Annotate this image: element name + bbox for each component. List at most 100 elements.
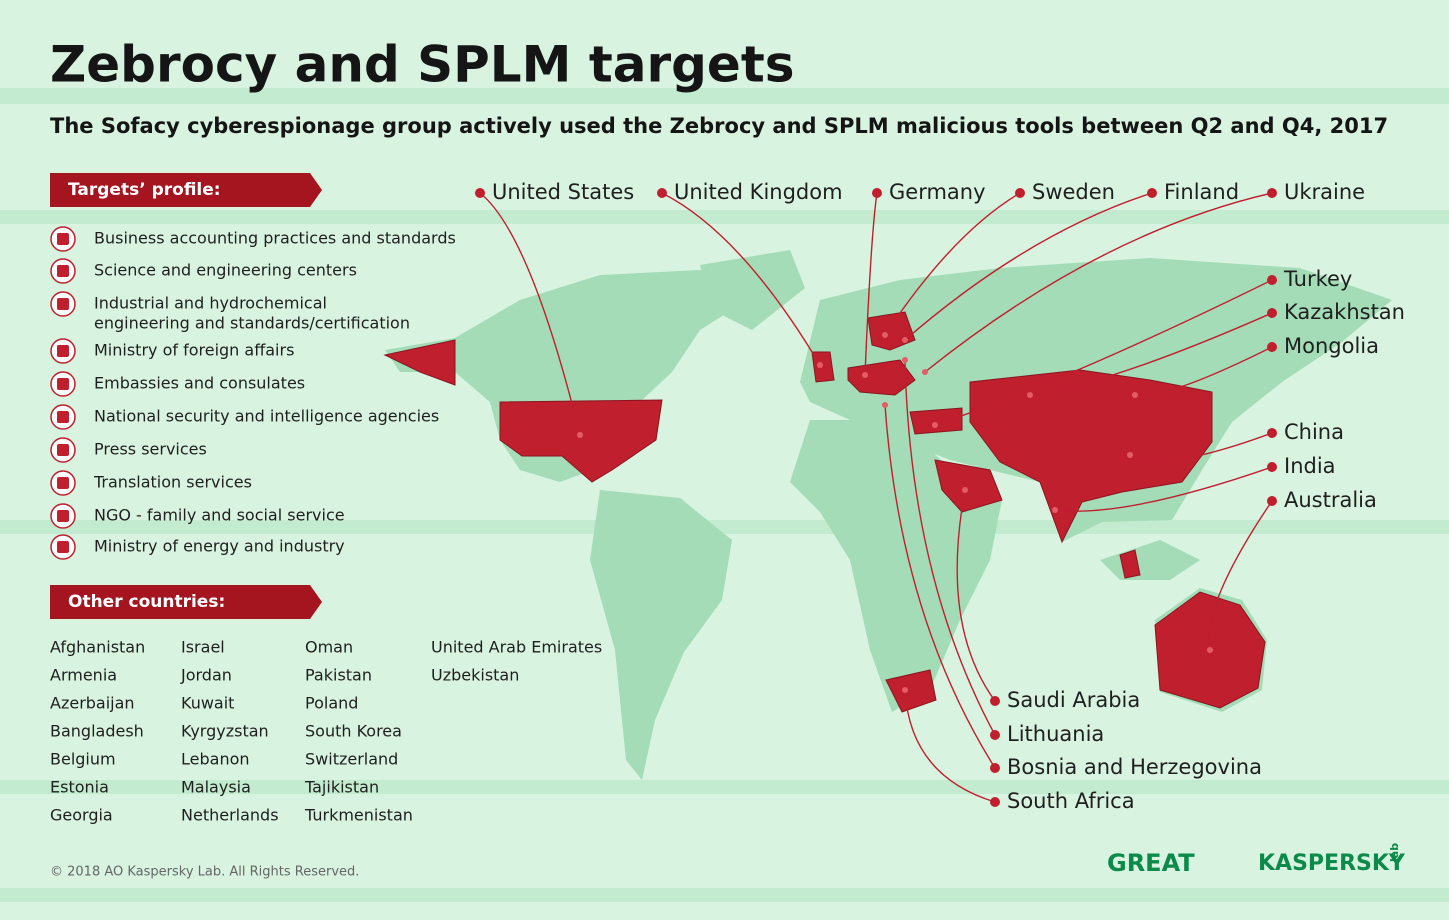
country: Poland: [305, 694, 358, 713]
target-dot: [902, 687, 908, 693]
label-dot: [1267, 496, 1277, 506]
country-label: Australia: [1284, 488, 1377, 512]
section-banners: [50, 173, 322, 619]
country-label: United States: [492, 180, 634, 204]
target-dot: [1027, 392, 1033, 398]
profile-item: National security and intelligence agenc…: [94, 407, 439, 426]
target-dot: [1207, 647, 1213, 653]
country: Belgium: [50, 750, 116, 769]
icon-glyph: [57, 378, 69, 390]
icon-glyph: [57, 298, 69, 310]
country-label: Sweden: [1032, 180, 1115, 204]
label-dot: [990, 730, 1000, 740]
country-label: Finland: [1164, 180, 1239, 204]
profile-item: NGO - family and social service: [94, 506, 345, 525]
country-label: Mongolia: [1284, 334, 1379, 358]
leader-line: [864, 192, 878, 376]
country: Turkmenistan: [304, 806, 413, 825]
profile-item: Industrial and hydrochemical: [94, 294, 327, 313]
country-label: Saudi Arabia: [1007, 688, 1140, 712]
country-label: Lithuania: [1007, 722, 1104, 746]
leader-line: [661, 192, 821, 366]
leader-line: [924, 192, 1273, 373]
target-dot: [817, 362, 823, 368]
country-label: United Kingdom: [674, 180, 843, 204]
leader-lines: [475, 188, 1277, 807]
target-dot: [932, 422, 938, 428]
profile-icons: [50, 226, 76, 560]
leader-line: [1134, 346, 1273, 397]
icon-glyph: [57, 411, 69, 423]
world-map: [383, 250, 1392, 780]
country: Oman: [305, 638, 353, 657]
leader-line: [934, 279, 1273, 426]
section-heading: Targets’ profile:: [68, 180, 221, 200]
target-dot: [882, 402, 888, 408]
country: Israel: [181, 638, 225, 657]
icon-glyph: [57, 444, 69, 456]
leader-line: [904, 359, 996, 736]
country: United Arab Emirates: [431, 638, 602, 657]
icon-glyph: [57, 510, 69, 522]
label-dot: [657, 188, 667, 198]
section-heading: Other countries:: [68, 592, 225, 612]
copyright: © 2018 AO Kaspersky Lab. All Rights Rese…: [50, 865, 359, 880]
country: Uzbekistan: [431, 666, 519, 685]
country-label: South Africa: [1007, 789, 1135, 813]
target-dot: [1052, 507, 1058, 513]
country: Tajikistan: [304, 778, 379, 797]
leader-line: [904, 192, 1153, 341]
profile-item: Press services: [94, 440, 207, 459]
icon-glyph: [57, 477, 69, 489]
country-label: Germany: [889, 180, 986, 204]
logo-great: GREAT: [1107, 849, 1195, 877]
profile-item: engineering and standards/certification: [94, 314, 410, 333]
country: Kyrgyzstan: [181, 722, 269, 741]
target-dot: [962, 487, 968, 493]
country-label: Ukraine: [1284, 180, 1365, 204]
country: Pakistan: [305, 666, 372, 685]
logo-lab: lab: [1388, 843, 1401, 862]
country: Afghanistan: [50, 638, 145, 657]
label-dot: [990, 797, 1000, 807]
label-dot: [990, 763, 1000, 773]
target-dot: [1127, 452, 1133, 458]
country: Jordan: [180, 666, 232, 685]
leader-line: [1029, 312, 1273, 396]
target-dot: [922, 369, 928, 375]
country-label: Turkey: [1283, 267, 1352, 291]
leader-line: [904, 689, 996, 803]
target-dot: [902, 337, 908, 343]
profile-item: Ministry of energy and industry: [94, 537, 345, 556]
target-dot: [902, 357, 908, 363]
icon-glyph: [57, 265, 69, 277]
country: Switzerland: [305, 750, 398, 769]
country: Estonia: [50, 778, 109, 797]
profile-item: Business accounting practices and standa…: [94, 229, 456, 248]
leader-line: [884, 404, 996, 769]
label-dot: [475, 188, 485, 198]
profile-item: Translation services: [93, 473, 252, 492]
country: Armenia: [50, 666, 117, 685]
target-dot: [862, 372, 868, 378]
target-dot: [1132, 392, 1138, 398]
leader-line: [1054, 466, 1273, 512]
label-dot: [1267, 275, 1277, 285]
icon-glyph: [57, 233, 69, 245]
title: Zebrocy and SPLM targets: [50, 36, 794, 94]
logo-kaspersky: KASPERSKY: [1258, 851, 1406, 876]
country: Kuwait: [181, 694, 234, 713]
profile-item: Ministry of foreign affairs: [94, 341, 294, 360]
profile-item: Embassies and consulates: [94, 374, 305, 393]
target-dot: [577, 432, 583, 438]
label-dot: [1267, 462, 1277, 472]
country: Netherlands: [181, 806, 279, 825]
subtitle: The Sofacy cyberespionage group actively…: [50, 114, 1388, 138]
country-label: Kazakhstan: [1284, 300, 1405, 324]
target-dot: [882, 332, 888, 338]
label-dot: [1147, 188, 1157, 198]
label-dot: [1267, 342, 1277, 352]
label-dot: [1267, 428, 1277, 438]
profile-item: Science and engineering centers: [94, 261, 357, 280]
